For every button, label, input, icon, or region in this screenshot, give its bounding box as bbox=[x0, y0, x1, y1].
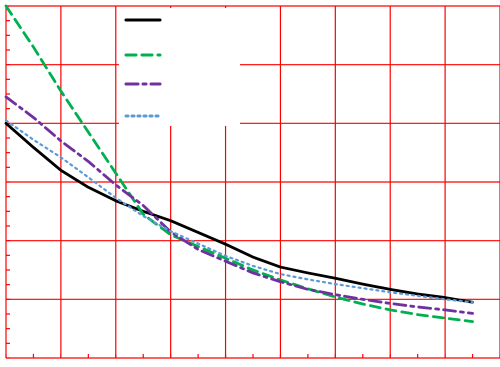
legend-box bbox=[119, 8, 240, 126]
series-line bbox=[4, 95, 474, 315]
series-layer bbox=[4, 4, 474, 324]
legend bbox=[119, 8, 240, 126]
series-line bbox=[4, 119, 474, 304]
series-line bbox=[4, 121, 474, 304]
tick-layer bbox=[5, 5, 500, 359]
series-line bbox=[4, 4, 474, 324]
